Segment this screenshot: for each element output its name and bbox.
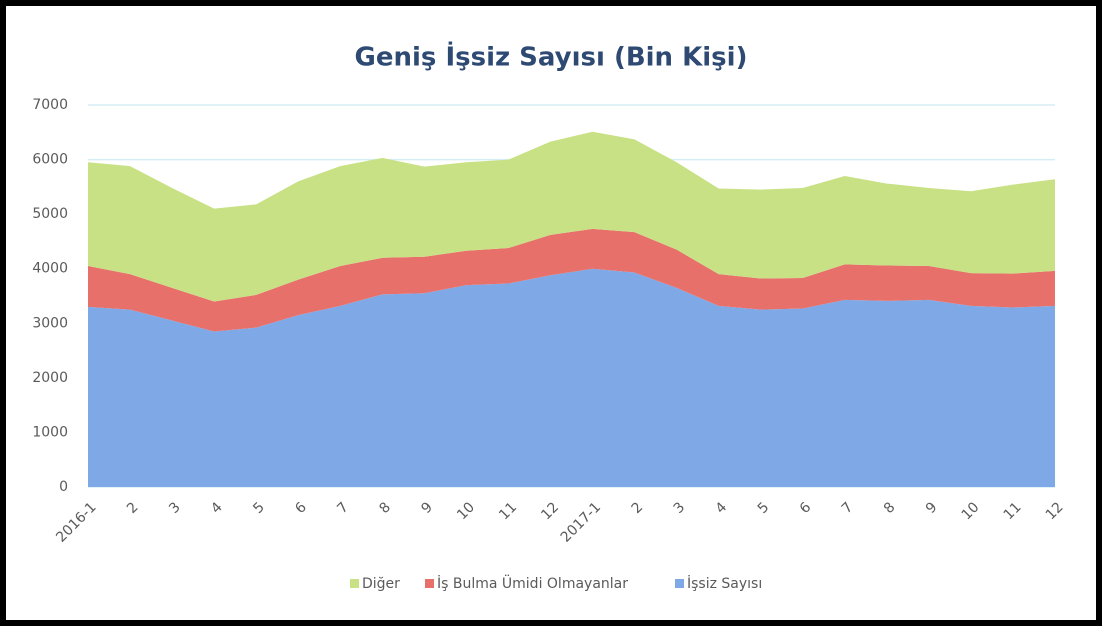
chart-title: Geniş İşsiz Sayısı (Bin Kişi) [355, 41, 748, 73]
y-tick-label: 2000 [32, 370, 68, 386]
y-tick-label: 7000 [32, 97, 68, 113]
y-tick-label: 6000 [32, 152, 68, 168]
legend-label: Diğer [362, 576, 400, 592]
y-tick-label: 1000 [32, 424, 68, 440]
area [88, 131, 1055, 302]
y-tick-label: 3000 [32, 315, 68, 331]
y-tick-label: 5000 [32, 206, 68, 222]
legend-swatch [675, 579, 684, 588]
y-tick-label: 4000 [32, 261, 68, 277]
area [88, 228, 1055, 332]
area [88, 268, 1055, 487]
legend-swatch [425, 579, 434, 588]
legend-label: İş Bulma Ümidi Olmayanlar [437, 574, 628, 592]
legend-swatch [350, 579, 359, 588]
legend-label: İşsiz Sayısı [687, 574, 762, 592]
y-tick-label: 0 [59, 479, 68, 495]
